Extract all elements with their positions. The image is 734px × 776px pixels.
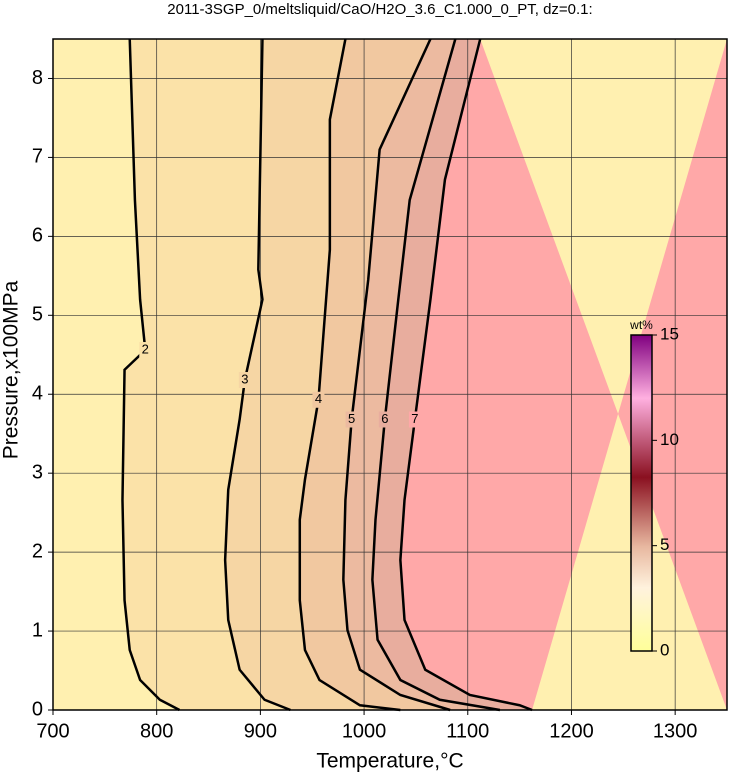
contour-line bbox=[371, 38, 501, 712]
x-axis-label: Temperature,°C bbox=[316, 750, 463, 773]
contour-band bbox=[372, 39, 533, 710]
colorbar-tick-label: 5 bbox=[660, 535, 669, 554]
x-tick-label: 1300 bbox=[653, 720, 698, 742]
y-tick-label: 8 bbox=[32, 67, 43, 89]
x-tick-label: 1000 bbox=[342, 720, 387, 742]
contour-line bbox=[223, 38, 291, 712]
contour-label: 2 bbox=[142, 341, 149, 356]
colorbar-tick-label: 10 bbox=[660, 430, 679, 449]
contour-label-bg bbox=[312, 391, 325, 408]
y-tick-label: 0 bbox=[32, 698, 43, 720]
x-tick-label: 900 bbox=[244, 720, 277, 742]
y-tick-label: 1 bbox=[32, 619, 43, 641]
contour-band bbox=[299, 39, 451, 710]
contour-band bbox=[225, 39, 401, 710]
contour-band bbox=[343, 39, 500, 710]
contour-label: 5 bbox=[348, 411, 355, 426]
contour-label-bg bbox=[378, 411, 391, 428]
contour-label: 3 bbox=[241, 371, 248, 386]
x-tick-label: 1200 bbox=[549, 720, 594, 742]
x-tick-label: 700 bbox=[36, 720, 69, 742]
y-tick-label: 5 bbox=[32, 304, 43, 326]
y-tick-label: 6 bbox=[32, 225, 43, 247]
contour-label-bg bbox=[139, 342, 152, 359]
x-tick-label: 800 bbox=[140, 720, 173, 742]
contour-label-bg bbox=[345, 411, 358, 428]
contour-label: 6 bbox=[381, 411, 388, 426]
contour-label: 4 bbox=[315, 391, 322, 406]
contour-label-bg bbox=[238, 372, 251, 389]
contour-band bbox=[122, 39, 291, 710]
contour-band bbox=[400, 39, 727, 710]
contour-line bbox=[298, 38, 401, 712]
contour-label-bg bbox=[408, 411, 421, 428]
contour-line bbox=[399, 38, 533, 712]
contour-line bbox=[121, 38, 181, 712]
y-tick-label: 2 bbox=[32, 540, 43, 562]
plot-frame bbox=[52, 38, 728, 711]
y-tick-label: 7 bbox=[32, 146, 43, 168]
y-tick-label: 4 bbox=[32, 383, 43, 405]
colorbar bbox=[630, 334, 653, 652]
colorbar-label: wt% bbox=[629, 318, 653, 332]
colorbar-tick-label: 0 bbox=[660, 640, 669, 659]
x-tick-label: 1100 bbox=[446, 720, 489, 742]
y-axis-label: Pressure,x100MPa bbox=[0, 280, 23, 459]
colorbar-tick-label: 15 bbox=[660, 324, 679, 343]
y-tick-label: 3 bbox=[32, 461, 43, 483]
chart-title: 2011-3SGP_0/meltsliquid/CaO/H2O_3.6_C1.0… bbox=[167, 1, 592, 18]
contour-label: 7 bbox=[411, 411, 418, 426]
contour-line bbox=[342, 38, 451, 712]
